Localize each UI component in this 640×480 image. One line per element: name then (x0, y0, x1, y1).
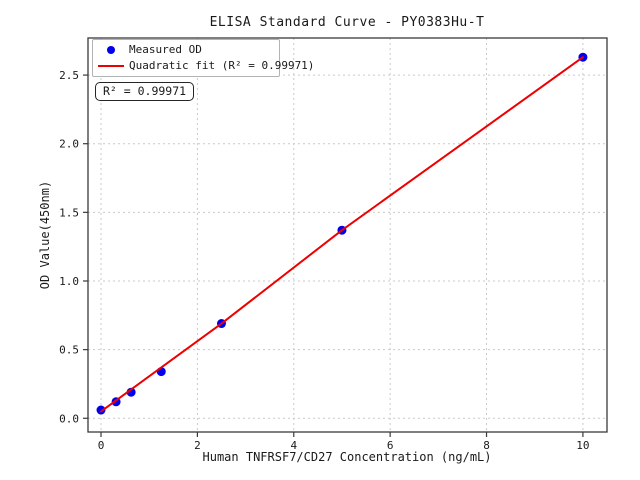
y-axis-label: OD Value(450nm) (38, 180, 52, 290)
legend-label: Measured OD (129, 43, 202, 56)
y-tick-label: 0.0 (59, 412, 79, 425)
axes-frame (87, 37, 608, 433)
y-tick-label: 2.5 (59, 69, 79, 82)
x-tick-label: 8 (483, 439, 490, 452)
legend-marker-area (93, 65, 129, 67)
x-tick-label: 0 (98, 439, 105, 452)
y-tick-label: 2.0 (59, 138, 79, 151)
chart-title: ELISA Standard Curve - PY0383Hu-T (209, 15, 485, 30)
x-tick-label: 10 (576, 439, 589, 452)
x-tick-label: 2 (194, 439, 201, 452)
y-tick-label: 0.5 (59, 344, 79, 357)
legend-marker-area (93, 46, 129, 54)
fit-line (100, 56, 584, 413)
y-tick-label: 1.5 (59, 206, 79, 219)
y-tick-label: 1.0 (59, 275, 79, 288)
red-line-marker-icon (98, 65, 124, 67)
legend-item-measured-od: Measured OD (93, 43, 279, 57)
r-squared-annotation: R² = 0.99971 (95, 82, 195, 101)
legend-label: Quadratic fit (R² = 0.99971) (129, 59, 315, 72)
blue-dot-marker-icon (107, 46, 115, 54)
x-tick-label: 6 (387, 439, 394, 452)
data-point (96, 405, 106, 415)
x-tick-label: 4 (290, 439, 297, 452)
legend-item-quadratic-fit: Quadratic fit (R² = 0.99971) (93, 59, 314, 73)
x-axis-label: Human TNFRSF7/CD27 Concentration (ng/mL) (202, 450, 492, 464)
legend: Measured OD Quadratic fit (R² = 0.99971) (92, 39, 314, 77)
